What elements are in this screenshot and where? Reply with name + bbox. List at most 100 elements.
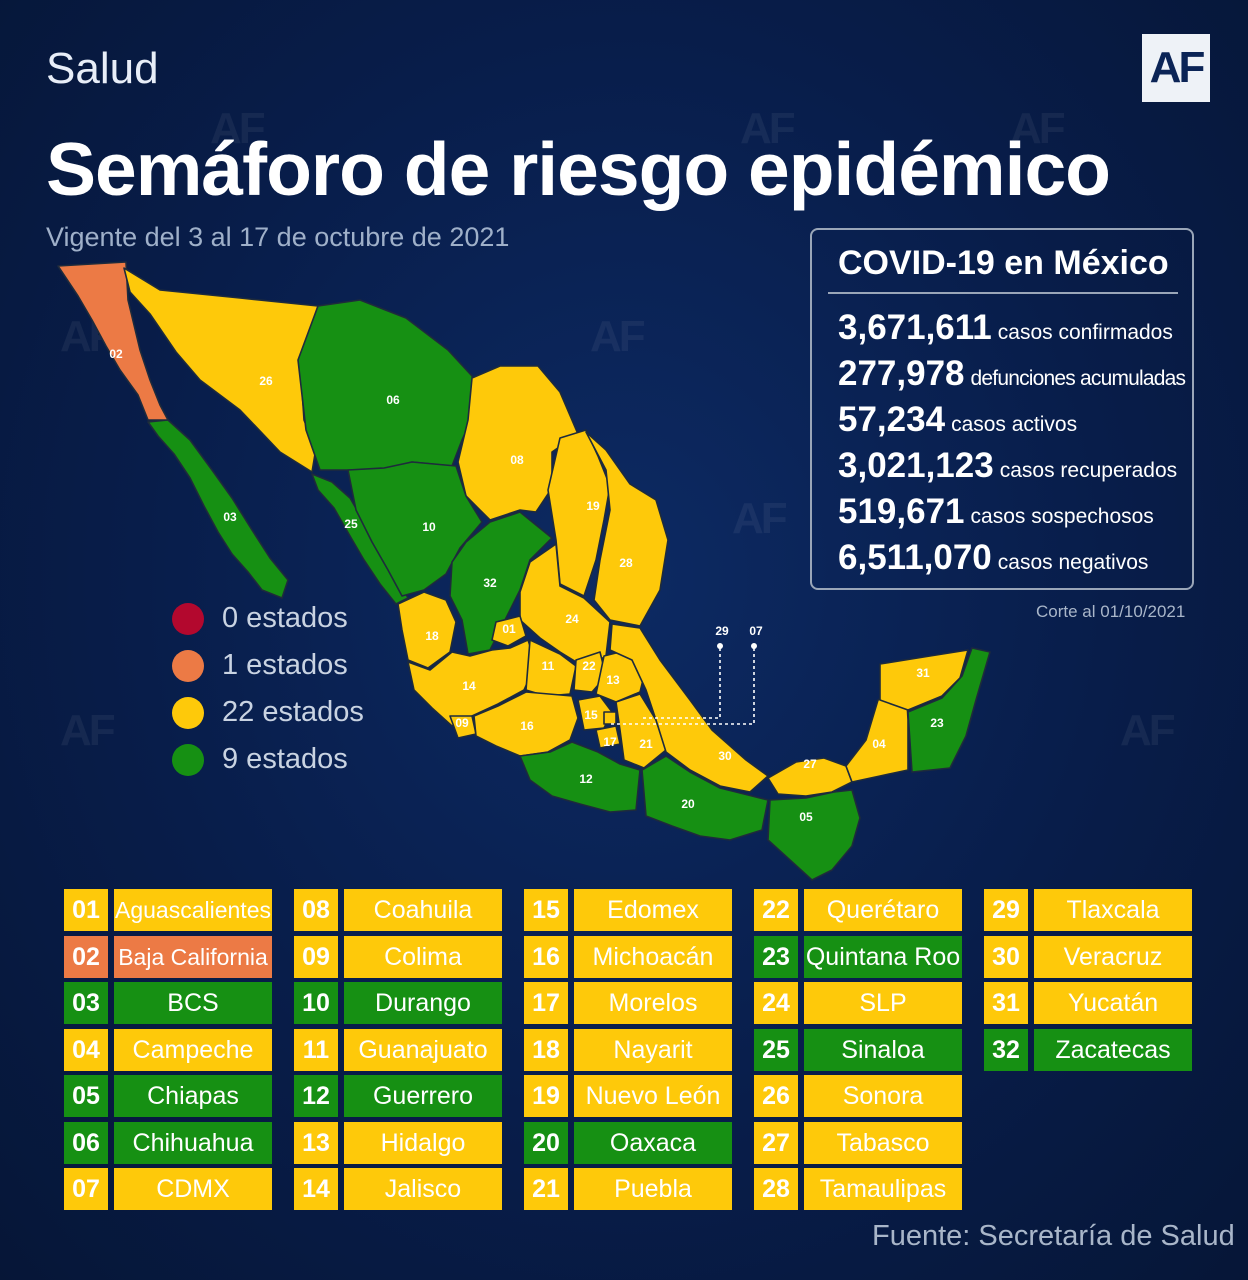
map-label-32: 32 (483, 576, 497, 590)
state-code: 02 (64, 936, 108, 978)
map-label-24: 24 (565, 612, 579, 626)
state-code: 19 (524, 1075, 568, 1117)
state-name: Zacatecas (1034, 1029, 1192, 1071)
state-name: Baja California (114, 936, 272, 978)
state-name: Durango (344, 982, 502, 1024)
map-label-22: 22 (582, 659, 596, 673)
map-label-08: 08 (510, 453, 524, 467)
map-state-21 (615, 693, 667, 769)
state-code: 08 (294, 889, 338, 931)
state-name: Tamaulipas (804, 1168, 962, 1210)
map-label-06: 06 (386, 393, 400, 407)
state-code: 09 (294, 936, 338, 978)
map-label-15: 15 (584, 708, 598, 722)
stats-title: COVID-19 en México (838, 244, 1169, 282)
state-name: Coahuila (344, 889, 502, 931)
map-label-17: 17 (603, 735, 617, 749)
state-code: 04 (64, 1029, 108, 1071)
legend-label: 9 estados (222, 743, 348, 775)
map-label-07: 07 (749, 624, 763, 638)
legend-item-orange: 1 estados (172, 649, 348, 682)
state-code: 18 (524, 1029, 568, 1071)
state-code: 23 (754, 936, 798, 978)
stat-row-suspected: 519,671 casos sospechosos (838, 492, 1154, 532)
state-code: 17 (524, 982, 568, 1024)
state-name: Yucatán (1034, 982, 1192, 1024)
stat-row-deaths: 277,978 defunciones acumuladas (838, 354, 1186, 394)
legend-label: 0 estados (222, 602, 348, 634)
state-name: Campeche (114, 1029, 272, 1071)
legend-item-yellow: 22 estados (172, 696, 364, 729)
map-label-23: 23 (930, 716, 944, 730)
orange-dot-icon (172, 649, 204, 682)
map-state-01 (491, 615, 527, 647)
state-name: Nuevo León (574, 1075, 732, 1117)
state-name: Colima (344, 936, 502, 978)
stat-label: casos sospechosos (970, 505, 1154, 528)
green-dot-icon (172, 743, 204, 776)
stat-label: casos recuperados (999, 459, 1178, 482)
map-label-09: 09 (455, 716, 469, 730)
stat-value: 57,234 (838, 400, 946, 439)
map-label-14: 14 (462, 679, 476, 693)
map-label-25: 25 (344, 517, 358, 531)
map-state-26 (123, 267, 319, 473)
stat-label: casos negativos (997, 551, 1149, 574)
map-label-05: 05 (799, 810, 813, 824)
watermark-logo: AF (732, 494, 788, 543)
map-state-07 (603, 711, 617, 725)
map-state-03 (147, 419, 289, 599)
watermark-logo: AF (1120, 706, 1176, 755)
map-label-20: 20 (681, 797, 695, 811)
state-name: Guanajuato (344, 1029, 502, 1071)
section-label: Salud (46, 44, 159, 93)
map-state-16 (473, 691, 579, 757)
watermark-logo: AF (60, 706, 116, 755)
map-state-28 (585, 431, 669, 627)
state-code: 27 (754, 1122, 798, 1164)
state-code: 28 (754, 1168, 798, 1210)
map-label-13: 13 (606, 673, 620, 687)
state-code: 25 (754, 1029, 798, 1071)
map-label-11: 11 (542, 659, 555, 673)
map-state-05 (767, 789, 861, 881)
state-name: Guerrero (344, 1075, 502, 1117)
map-state-17 (595, 725, 621, 749)
page-title: Semáforo de riesgo epidémico (46, 127, 1111, 211)
state-code: 13 (294, 1122, 338, 1164)
state-name: Nayarit (574, 1029, 732, 1071)
yellow-dot-icon (172, 696, 204, 729)
stat-row-confirmed: 3,671,611 casos confirmados (838, 308, 1173, 348)
map-label-10: 10 (422, 520, 436, 534)
state-name: BCS (114, 982, 272, 1024)
legend-item-green: 9 estados (172, 743, 348, 776)
state-name: Tlaxcala (1034, 889, 1192, 931)
mexico-map: 02 03 26 06 08 19 28 25 10 32 24 18 01 1… (57, 261, 991, 881)
map-label-30: 30 (718, 749, 732, 763)
state-code: 29 (984, 889, 1028, 931)
state-name: Aguascalientes (114, 889, 272, 931)
map-state-23 (907, 647, 991, 773)
state-name: CDMX (114, 1168, 272, 1210)
map-label-18: 18 (425, 629, 439, 643)
map-state-12 (519, 741, 641, 813)
map-state-08 (457, 365, 579, 521)
stat-value: 519,671 (838, 492, 965, 531)
state-code: 05 (64, 1075, 108, 1117)
state-code: 22 (754, 889, 798, 931)
state-code: 21 (524, 1168, 568, 1210)
state-name: Sonora (804, 1075, 962, 1117)
state-code: 20 (524, 1122, 568, 1164)
state-name: Sinaloa (804, 1029, 962, 1071)
state-code: 31 (984, 982, 1028, 1024)
map-label-03: 03 (223, 510, 237, 524)
map-label-21: 21 (639, 737, 653, 751)
cutoff-date: Corte al 01/10/2021 (1036, 602, 1186, 621)
state-name: Edomex (574, 889, 732, 931)
state-name: Querétaro (804, 889, 962, 931)
state-name: Chiapas (114, 1075, 272, 1117)
stat-label: casos confirmados (997, 321, 1173, 344)
state-code: 10 (294, 982, 338, 1024)
map-label-16: 16 (520, 719, 534, 733)
map-label-01: 01 (502, 622, 516, 636)
